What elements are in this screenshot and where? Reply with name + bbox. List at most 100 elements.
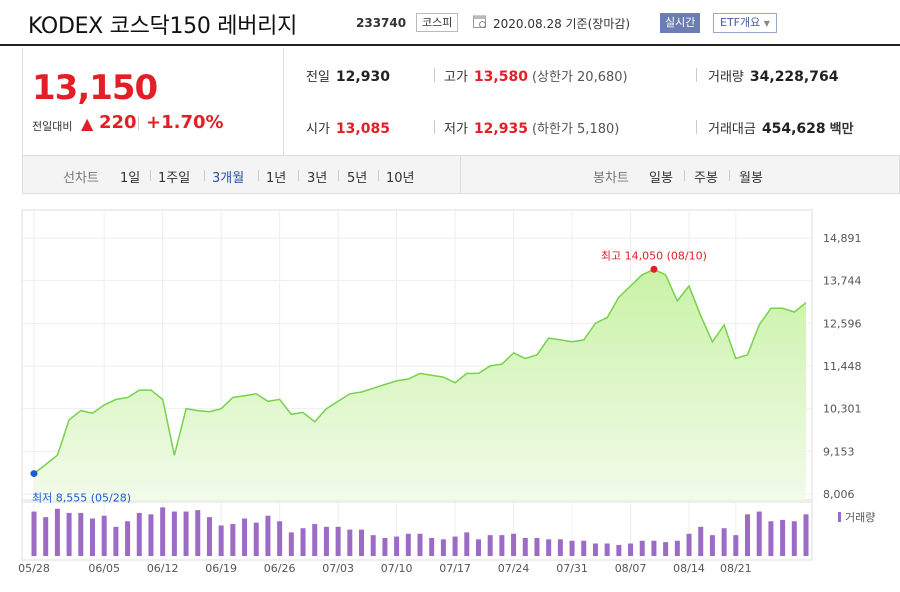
period-3y[interactable]: 3년 [307,171,328,186]
volume-bar [218,525,224,556]
volume-bar [417,533,423,556]
candle-weekly[interactable]: 주봉 [694,171,718,186]
volume-bar [452,536,458,556]
change-percent: +1.70% [146,112,224,133]
volume-bar [522,537,528,556]
divider [378,170,379,181]
x-tick-label: 05/28 [18,562,50,575]
x-tick-label: 08/14 [673,562,705,575]
volume-bar [768,521,774,556]
x-tick-label: 08/07 [615,562,647,575]
high-value: 13,580 [473,69,528,85]
low-point-marker [30,470,38,478]
prev-close-value: 12,930 [335,69,390,85]
volume-bar [569,540,575,556]
prev-close-label: 전일 [306,70,330,85]
period-10y[interactable]: 10년 [386,171,415,186]
change-amount: 220 [99,112,137,133]
y-tick-label: 11,448 [823,360,862,373]
volume-bar [277,521,283,556]
market-badge: 코스피 [416,13,459,32]
volume-bar [745,514,751,556]
volume-bar [300,528,306,556]
volume-bar [148,514,154,556]
volume-bar [557,539,563,556]
etf-code: 233740 [356,16,407,30]
volume-bar [66,512,72,556]
period-1y[interactable]: 1년 [266,171,287,186]
divider [150,170,151,181]
etf-overview-dropdown[interactable]: ETF개요 ▼ [713,13,777,33]
date-text: 2020.08.28 기준(장마감) [493,17,631,31]
high-point-marker [650,265,658,273]
x-tick-label: 07/10 [381,562,413,575]
upper-limit: (상한가 20,680) [531,70,628,85]
current-price: 13,150 [32,68,158,108]
candle-daily[interactable]: 일봉 [649,171,673,186]
header: KODEX 코스닥150 레버리지 233740 코스피 2020.08.28 … [0,0,900,46]
volume-bar [639,540,645,556]
volume-bar [253,522,259,556]
volume-bar [581,540,587,556]
high-annotation: 최고 14,050 (08/10) [601,249,707,262]
volume-bar [113,526,119,556]
x-tick-label: 08/21 [720,562,752,575]
volume-bar [487,535,493,556]
volume-bar [534,537,540,556]
candle-monthly[interactable]: 월봉 [739,171,763,186]
period-1w[interactable]: 1주일 [158,171,191,186]
volume-bar [464,532,470,556]
volume-bar [101,515,107,556]
volume-bar [382,537,388,556]
trade-value-unit: 백만 [829,122,854,137]
realtime-button[interactable]: 실시간 [660,13,701,33]
volume-bar [803,514,809,556]
volume-bar [171,511,177,556]
volume-bar [592,543,598,556]
volume-bar [721,528,727,556]
open-stat: 시가 13,085 [306,118,390,137]
period-3m[interactable]: 3개월 [212,171,245,186]
low-annotation: 최저 8,555 (05/28) [32,492,131,505]
line-chart-label: 선차트 [63,171,99,186]
volume-bar [405,533,411,556]
y-tick-label: 8,006 [823,488,855,501]
volume-bar [499,535,505,556]
etf-name: KODEX 코스닥150 레버리지 [28,14,298,39]
divider [684,170,685,181]
prev-close-stat: 전일 12,930 [306,66,390,85]
up-triangle-icon: ▲ [81,114,94,133]
trade-value-stat: 거래대금 454,628 백만 [708,118,854,137]
trade-value-label: 거래대금 [708,122,756,137]
volume-legend-label: 거래량 [845,511,875,524]
low-stat: 저가 12,935 (하한가 5,180) [444,118,619,137]
divider [204,170,205,181]
trade-value-value: 454,628 [761,121,826,137]
y-tick-label: 14,891 [823,232,862,245]
open-value: 13,085 [335,121,390,137]
volume-bar [359,529,365,556]
x-tick-label: 06/26 [264,562,296,575]
chart-toolbar: 선차트 1일 1주일 3개월 1년 3년 5년 10년 봉차트 일봉 주봉 월봉 [22,156,900,194]
x-tick-label: 07/03 [322,562,354,575]
period-1d[interactable]: 1일 [120,171,141,186]
price-area [34,269,806,500]
volume-bar [674,540,680,556]
x-tick-label: 07/24 [498,562,530,575]
change-label: 전일대비 [32,120,73,133]
volume-bar [628,543,634,556]
volume-bar [125,521,131,556]
volume-bar [335,526,341,556]
volume-plot-frame [21,501,813,561]
volume-bar [780,519,786,556]
period-5y[interactable]: 5년 [347,171,368,186]
volume-bar [663,542,669,556]
y-tick-label: 10,301 [823,403,862,416]
divider [138,116,139,130]
x-tick-label: 07/31 [556,562,588,575]
volume-bar [394,536,400,556]
y-tick-label: 13,744 [823,275,862,288]
volume-bar [698,526,704,556]
volume-bar [195,510,201,556]
volume-bar [511,533,517,556]
